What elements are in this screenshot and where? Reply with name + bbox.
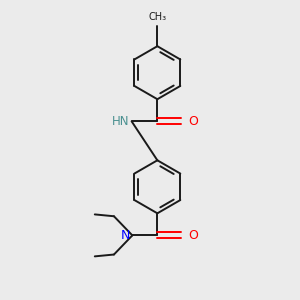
Text: N: N (121, 229, 130, 242)
Text: O: O (189, 229, 199, 242)
Text: HN: HN (112, 115, 130, 128)
Text: O: O (189, 115, 199, 128)
Text: CH₃: CH₃ (148, 11, 166, 22)
